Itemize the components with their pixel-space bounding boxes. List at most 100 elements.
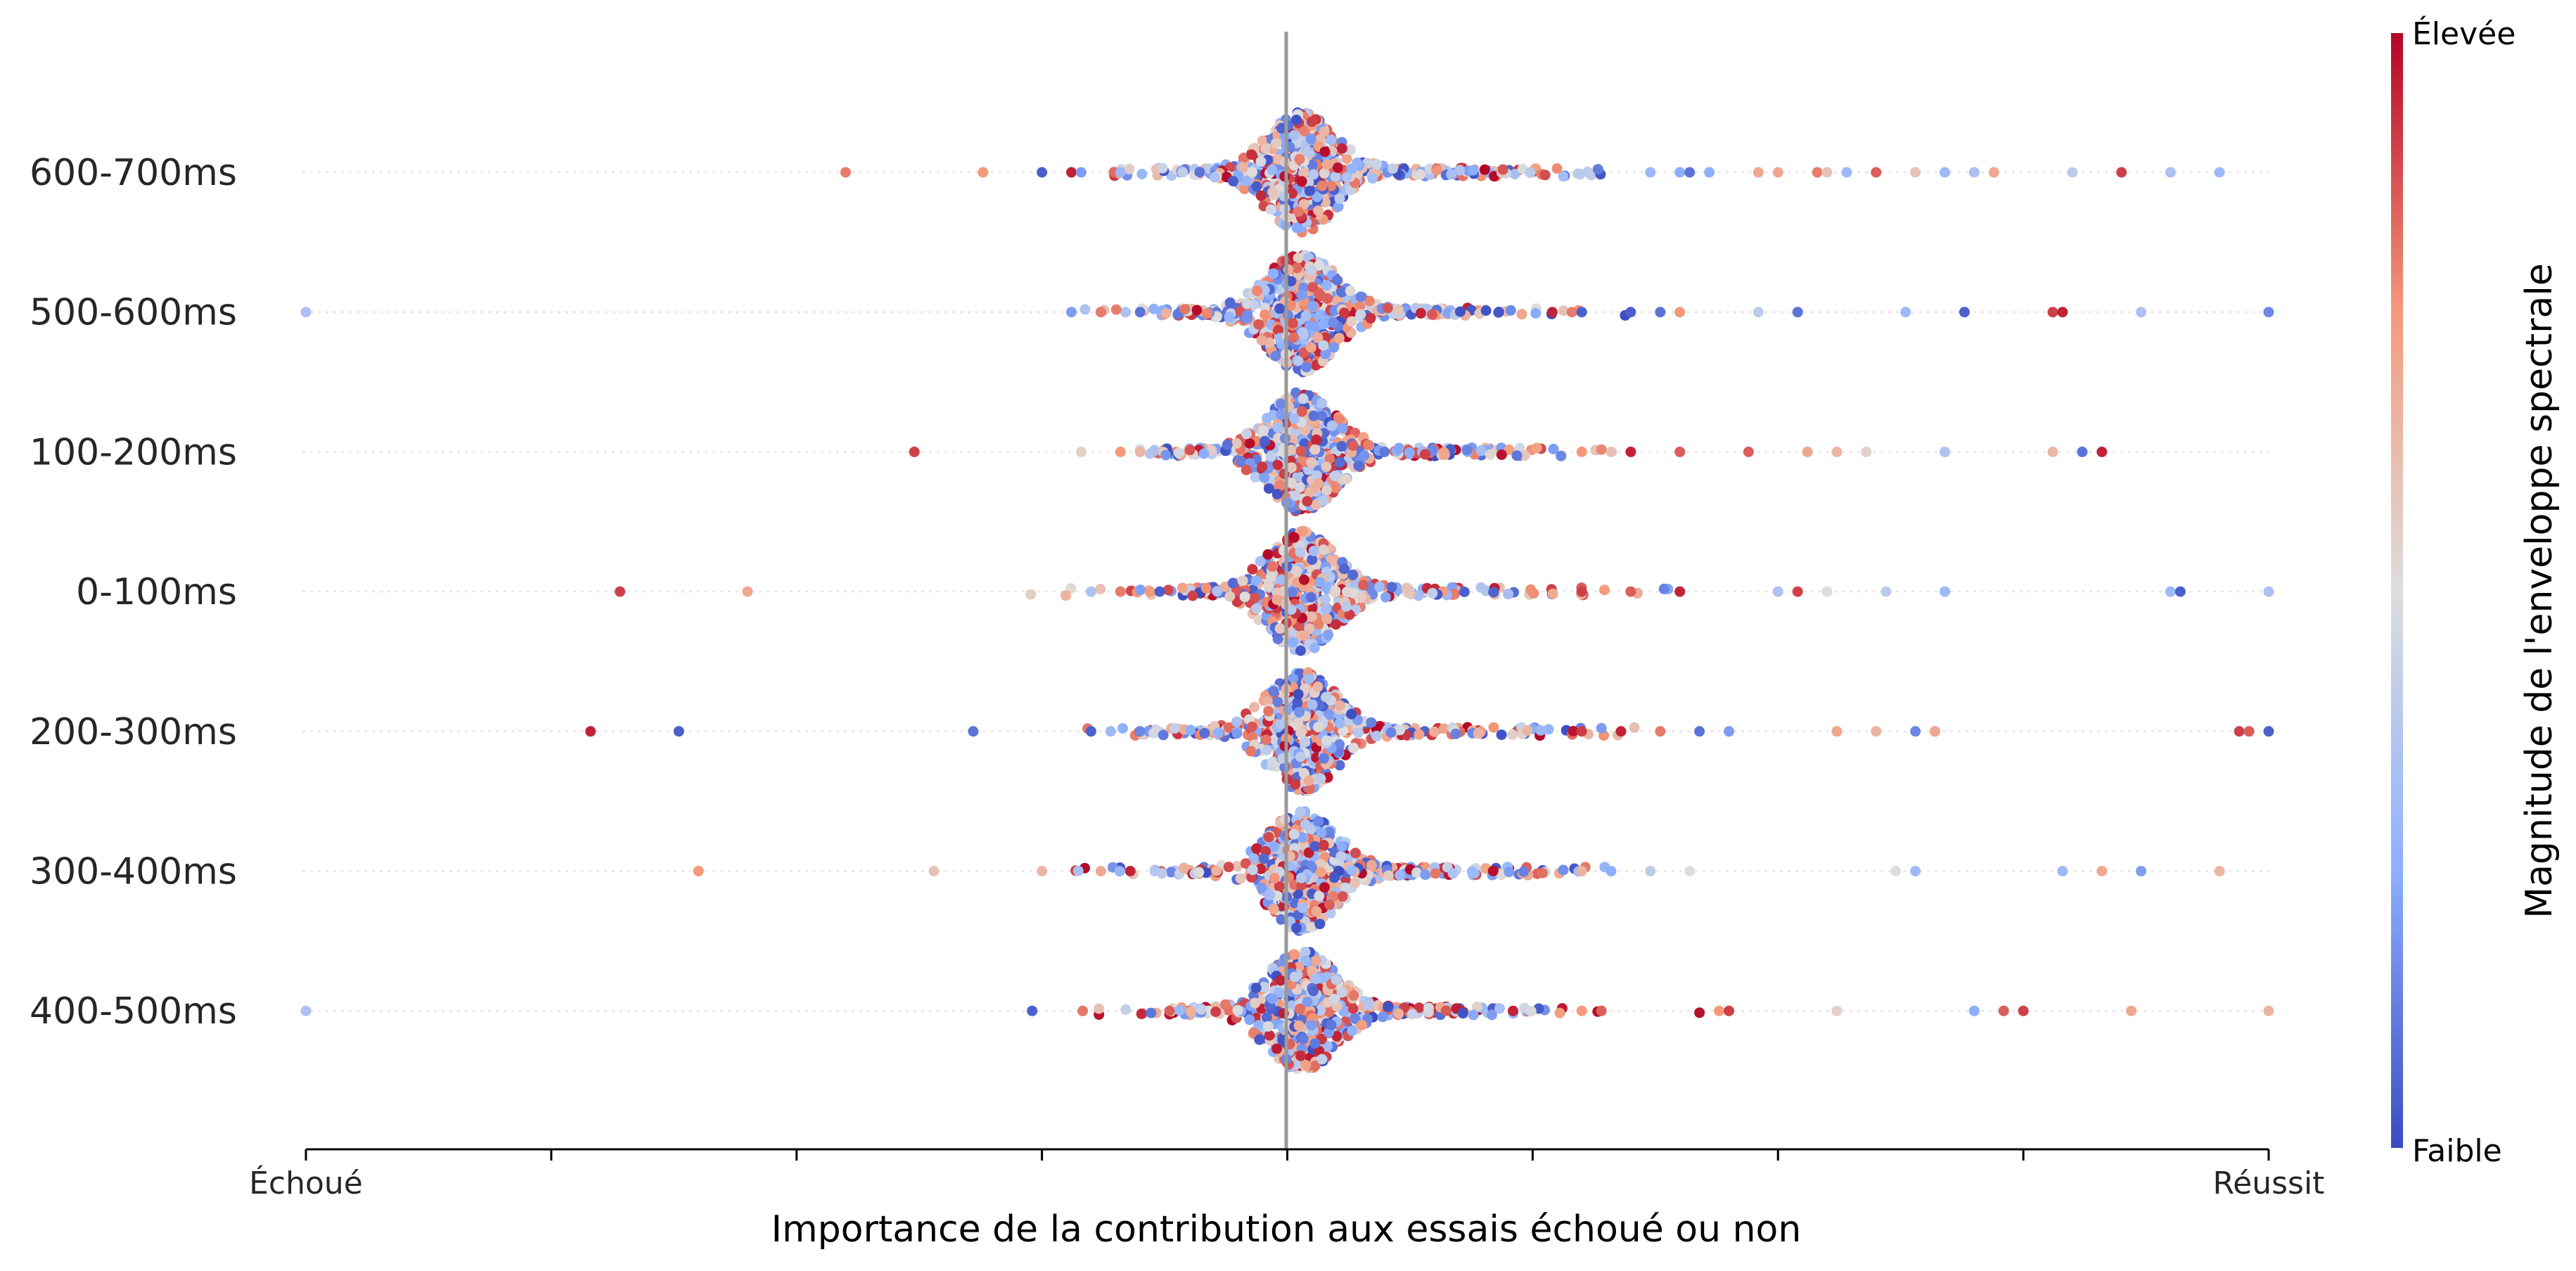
swarm-point-200-300ms <box>1272 696 1283 708</box>
outlier-point-300-400ms <box>2214 866 2225 876</box>
swarm-point-200-300ms <box>1385 727 1397 738</box>
swarm-point-200-300ms <box>1199 727 1210 739</box>
outlier-point-100-200ms <box>1606 446 1617 457</box>
swarm-point-0-100ms <box>1344 609 1355 620</box>
swarm-point-100-200ms <box>1297 393 1309 404</box>
swarm-point-0-100ms <box>1320 594 1331 605</box>
swarm-point-600-700ms <box>1321 159 1333 170</box>
swarm-point-200-300ms <box>1496 729 1507 741</box>
swarm-point-0-100ms <box>1162 585 1174 596</box>
outlier-point-100-200ms <box>1802 446 1813 457</box>
swarm-point-600-700ms <box>1308 169 1319 180</box>
outlier-point-100-200ms <box>1831 446 1843 457</box>
swarm-point-600-700ms <box>1238 153 1249 163</box>
swarm-point-200-300ms <box>1334 700 1345 711</box>
outlier-point-0-100ms <box>1674 586 1686 597</box>
swarm-point-400-500ms <box>1347 1026 1358 1036</box>
swarm-point-500-600ms <box>1328 342 1340 353</box>
swarm-point-300-400ms <box>1288 829 1300 840</box>
x-axis-title: Importance de la contribution aux essais… <box>771 1208 1802 1251</box>
swarm-point-600-700ms <box>1177 167 1188 178</box>
swarm-point-200-300ms <box>1629 722 1640 733</box>
outlier-point-400-500ms <box>1831 1005 1843 1016</box>
swarm-point-100-200ms <box>1276 409 1286 420</box>
swarm-point-200-300ms <box>1346 708 1357 720</box>
swarm-point-100-200ms <box>1260 435 1271 447</box>
y-tick-label-300-400ms: 300-400ms <box>30 851 237 893</box>
swarm-point-600-700ms <box>1251 181 1262 192</box>
y-tick-label-500-600ms: 500-600ms <box>30 292 237 334</box>
outlier-point-600-700ms <box>1968 167 1980 178</box>
outlier-point-500-600ms <box>1134 307 1146 318</box>
swarm-point-300-400ms <box>1263 831 1274 843</box>
swarm-point-600-700ms <box>1592 164 1603 175</box>
swarm-point-300-400ms <box>1395 869 1405 881</box>
swarm-point-100-200ms <box>1295 446 1307 456</box>
outlier-point-0-100ms <box>1940 586 1950 597</box>
swarm-point-0-100ms <box>1313 619 1324 630</box>
swarm-point-600-700ms <box>1291 222 1302 234</box>
swarm-point-100-200ms <box>1290 490 1301 502</box>
swarm-point-300-400ms <box>1346 864 1357 876</box>
outlier-point-300-400ms <box>928 866 940 876</box>
swarm-point-100-200ms <box>1160 449 1172 461</box>
swarm-point-400-500ms <box>1077 1005 1089 1016</box>
outlier-point-200-300ms <box>1694 726 1705 737</box>
outlier-point-200-300ms <box>1085 726 1096 737</box>
swarm-point-300-400ms <box>1248 853 1260 864</box>
swarm-point-400-500ms <box>1244 1014 1255 1026</box>
swarm-point-200-300ms <box>1170 723 1181 734</box>
outlier-point-200-300ms <box>1724 726 1734 737</box>
swarm-point-600-700ms <box>1296 176 1307 187</box>
swarm-point-0-100ms <box>1247 563 1258 575</box>
swarm-point-600-700ms <box>1509 169 1520 179</box>
outlier-point-300-400ms <box>2096 866 2108 876</box>
outlier-point-300-400ms <box>1124 866 1136 876</box>
outlier-point-100-200ms <box>1861 446 1872 457</box>
outlier-point-300-400ms <box>1684 866 1696 876</box>
swarm-point-500-600ms <box>1274 303 1286 314</box>
swarm-point-500-600ms <box>1242 309 1253 321</box>
y-tick-label-200-300ms: 200-300ms <box>30 711 237 753</box>
swarm-point-100-200ms <box>1359 450 1370 461</box>
swarm-point-300-400ms <box>1258 853 1269 864</box>
swarm-point-600-700ms <box>1575 169 1586 179</box>
swarm-point-600-700ms <box>1265 204 1276 215</box>
swarm-point-400-500ms <box>1300 955 1311 966</box>
swarm-point-400-500ms <box>1554 1007 1565 1018</box>
swarm-point-200-300ms <box>1522 725 1533 736</box>
swarm-point-400-500ms <box>1423 1002 1434 1014</box>
swarm-point-500-600ms <box>1305 320 1316 331</box>
swarm-point-200-300ms <box>1249 701 1260 713</box>
swarm-point-500-600ms <box>1530 307 1542 319</box>
swarm-point-500-600ms <box>1264 337 1275 348</box>
swarm-point-400-500ms <box>1289 949 1300 960</box>
swarm-point-600-700ms <box>1539 170 1551 181</box>
swarm-point-400-500ms <box>1694 1007 1705 1018</box>
swarm-point-100-200ms <box>1496 449 1507 460</box>
swarm-point-0-100ms <box>1251 603 1262 614</box>
swarm-point-400-500ms <box>1275 975 1286 986</box>
outlier-point-0-100ms <box>1880 586 1892 597</box>
swarm-point-0-100ms <box>1306 611 1317 622</box>
swarm-point-0-100ms <box>1342 586 1352 597</box>
swarm-point-200-300ms <box>1268 686 1279 697</box>
swarm-point-300-400ms <box>1319 882 1330 893</box>
swarm-point-500-600ms <box>1320 332 1331 343</box>
swarm-point-300-400ms <box>1297 902 1308 914</box>
colorbar-title: Magnitude de l'enveloppe spectrale <box>2518 263 2561 919</box>
swarm-point-300-400ms <box>1447 868 1459 879</box>
outlier-point-400-500ms <box>1998 1005 2009 1016</box>
swarm-point-0-100ms <box>1427 587 1438 599</box>
outlier-point-400-500ms <box>2126 1005 2137 1016</box>
swarm-point-0-100ms <box>1249 592 1260 603</box>
swarm-point-0-100ms <box>1658 583 1670 594</box>
outlier-point-600-700ms <box>2165 167 2176 178</box>
swarm-point-100-200ms <box>1273 423 1284 433</box>
swarm-point-500-600ms <box>1285 300 1296 311</box>
swarm-point-100-200ms <box>1311 434 1322 445</box>
swarm-point-0-100ms <box>1135 585 1146 596</box>
swarm-point-100-200ms <box>1475 445 1487 456</box>
swarm-point-0-100ms <box>1307 602 1318 613</box>
swarm-point-0-100ms <box>1308 545 1319 556</box>
